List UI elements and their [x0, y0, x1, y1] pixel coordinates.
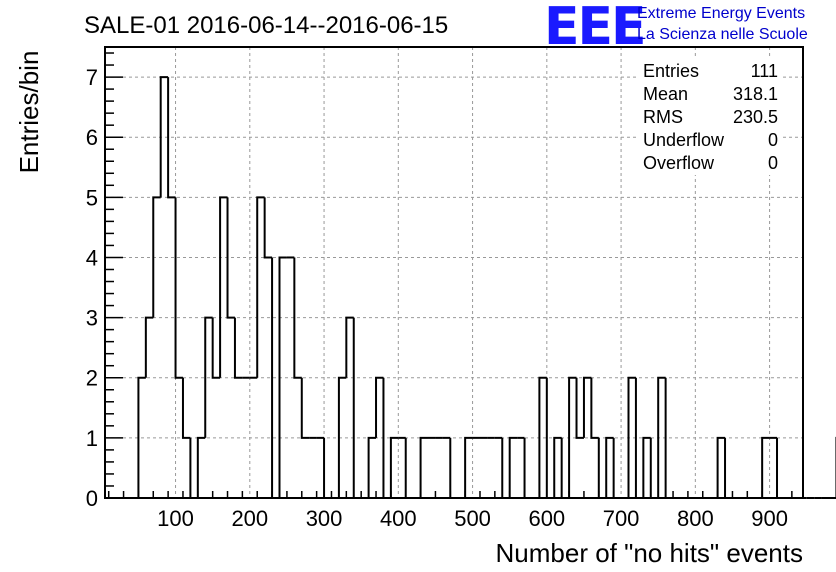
histogram-bin: [464, 436, 473, 498]
y-tick-label: 5: [86, 185, 98, 210]
histogram-bin: [219, 196, 228, 378]
histogram-bin: [419, 436, 429, 498]
histogram-bin: [501, 437, 510, 499]
histogram-bin: [323, 437, 332, 499]
histogram-bin: [367, 436, 377, 498]
plot-frame: [104, 46, 804, 499]
histogram-bin: [575, 377, 584, 439]
grid: [105, 47, 803, 498]
histogram-bin: [449, 437, 458, 499]
histogram-bin: [560, 437, 570, 499]
y-tick-label: 0: [86, 486, 98, 511]
chart-title: SALE-01 2016-06-14--2016-06-15: [84, 12, 448, 39]
x-tick-label: 100: [157, 506, 194, 531]
histogram-bin: [776, 437, 785, 499]
histogram-bin: [649, 437, 659, 499]
x-tick-label: 900: [751, 506, 788, 531]
histogram-bin: [538, 376, 547, 498]
x-tick-label: 400: [380, 506, 417, 531]
y-axis-label: Entries/bin: [14, 51, 44, 174]
logo-line-1: Extreme Energy Events: [637, 5, 805, 22]
stats-label: RMS: [643, 107, 683, 127]
y-tick-label: 7: [86, 65, 98, 90]
histogram-bin: [345, 316, 354, 378]
histogram-bin: [642, 436, 651, 498]
histogram-bin: [226, 197, 235, 319]
histogram-bin: [724, 437, 733, 499]
stats-value: 0: [768, 153, 778, 173]
logo-line-2: La Scienza nelle Scuole: [637, 26, 808, 43]
x-axis-label: Number of "no hits" events: [496, 538, 804, 568]
logo-mark: EEE: [544, 0, 645, 57]
y-tick-label: 1: [86, 426, 98, 451]
histogram-bin: [137, 376, 146, 498]
histogram-bin: [553, 436, 562, 498]
histogram-bin: [337, 376, 347, 498]
histogram-bin: [590, 377, 599, 439]
histogram-bin: [352, 317, 362, 499]
histogram-bin: [612, 437, 622, 499]
histogram-bin: [263, 197, 273, 259]
histogram-bin: [375, 376, 384, 438]
histogram-bin: [278, 256, 287, 498]
x-tick-label: 500: [454, 506, 491, 531]
histogram-bin: [293, 257, 302, 379]
histogram-bin: [404, 437, 414, 499]
stats-value: 111: [751, 61, 778, 81]
histogram-bin: [657, 376, 666, 498]
histogram-bin: [256, 196, 265, 378]
histogram-bin: [508, 436, 518, 498]
stats-label: Mean: [643, 84, 688, 104]
histogram-bin: [152, 196, 161, 318]
stats-value: 230.5: [733, 107, 778, 127]
eee-logo: EEE Extreme Energy Events La Scienza nel…: [544, 0, 808, 57]
histogram-bin: [389, 436, 399, 498]
stats-label: Underflow: [643, 130, 725, 150]
x-tick-label: 200: [231, 506, 268, 531]
stats-box: Entries 111 Mean 318.1 RMS 230.5 Underflow 0 Ove…: [638, 57, 781, 175]
histogram-bin: [181, 377, 191, 439]
histogram-bin: [233, 317, 243, 379]
y-tick-label: 4: [86, 245, 98, 270]
x-tick-label: 300: [306, 506, 343, 531]
x-tick-label: 800: [677, 506, 714, 531]
x-tick-label: 600: [528, 506, 565, 531]
stats-label: Entries: [643, 61, 699, 81]
stats-value: 318.1: [733, 84, 778, 104]
y-tick-label: 6: [86, 125, 98, 150]
histogram-bin: [716, 436, 726, 498]
axis-ticks: 100 200 300 400 500 600 700 800 900 0 1 2 3 4 5 6 7: [86, 52, 793, 531]
histogram-bin: [597, 437, 607, 499]
histogram-bin: [144, 316, 154, 378]
histogram-bin: [300, 377, 310, 439]
x-tick-label: 700: [603, 506, 640, 531]
histogram-bin: [159, 76, 169, 198]
stats-label: Overflow: [643, 153, 715, 173]
stats-background: [638, 57, 781, 175]
histogram-bin: [605, 436, 614, 498]
histogram-bin: [211, 317, 221, 379]
histogram-bin: [568, 376, 577, 498]
y-tick-label: 2: [86, 366, 98, 391]
histogram-bin: [204, 316, 213, 438]
histogram-bin: [582, 376, 592, 438]
stats-value: 0: [768, 130, 778, 150]
histogram-bin: [523, 437, 532, 499]
histogram-bin: [189, 437, 198, 499]
histogram-bin: [627, 376, 636, 498]
histogram-bin: [174, 197, 183, 379]
y-tick-label: 3: [86, 306, 98, 331]
histogram-bin: [761, 436, 770, 498]
histogram-bin: [196, 436, 206, 498]
histogram-bin: [167, 77, 176, 199]
